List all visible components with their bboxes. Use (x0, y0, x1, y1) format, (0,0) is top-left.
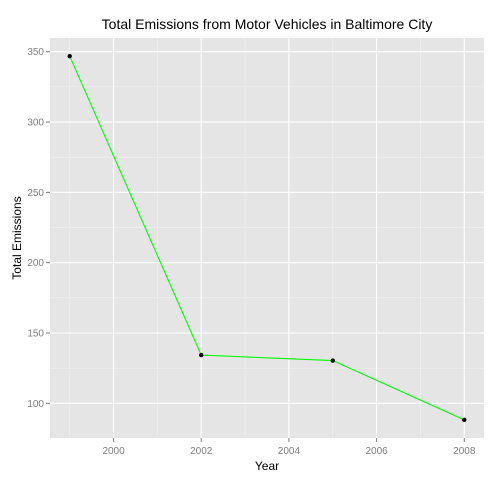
y-tick-label: 350 (27, 47, 44, 58)
data-point (67, 53, 72, 59)
y-tick-label: 150 (27, 329, 44, 340)
y-tick-label: 200 (27, 258, 44, 269)
data-point (462, 417, 467, 423)
data-point (199, 352, 204, 358)
y-axis-title: Total Emissions (10, 196, 24, 279)
y-tick-label: 100 (27, 399, 44, 410)
x-tick-label: 2008 (453, 446, 476, 457)
x-axis-title: Year (255, 459, 279, 473)
series-layer (67, 53, 467, 423)
x-tick-label: 2004 (278, 446, 301, 457)
chart-title: Total Emissions from Motor Vehicles in B… (102, 16, 433, 32)
data-point (330, 358, 335, 363)
series-line (69, 55, 465, 421)
x-tick-label: 2000 (102, 446, 125, 457)
x-tick-label: 2006 (365, 446, 388, 457)
y-axis: 100 150 200 250 300 350 (27, 47, 50, 410)
y-tick-label: 300 (27, 118, 44, 129)
x-tick-label: 2002 (190, 446, 213, 457)
panel-background (50, 38, 484, 438)
y-tick-label: 250 (27, 188, 44, 199)
x-axis: 2000 2002 2004 2006 2008 (102, 438, 476, 457)
grid-lines (50, 38, 484, 438)
